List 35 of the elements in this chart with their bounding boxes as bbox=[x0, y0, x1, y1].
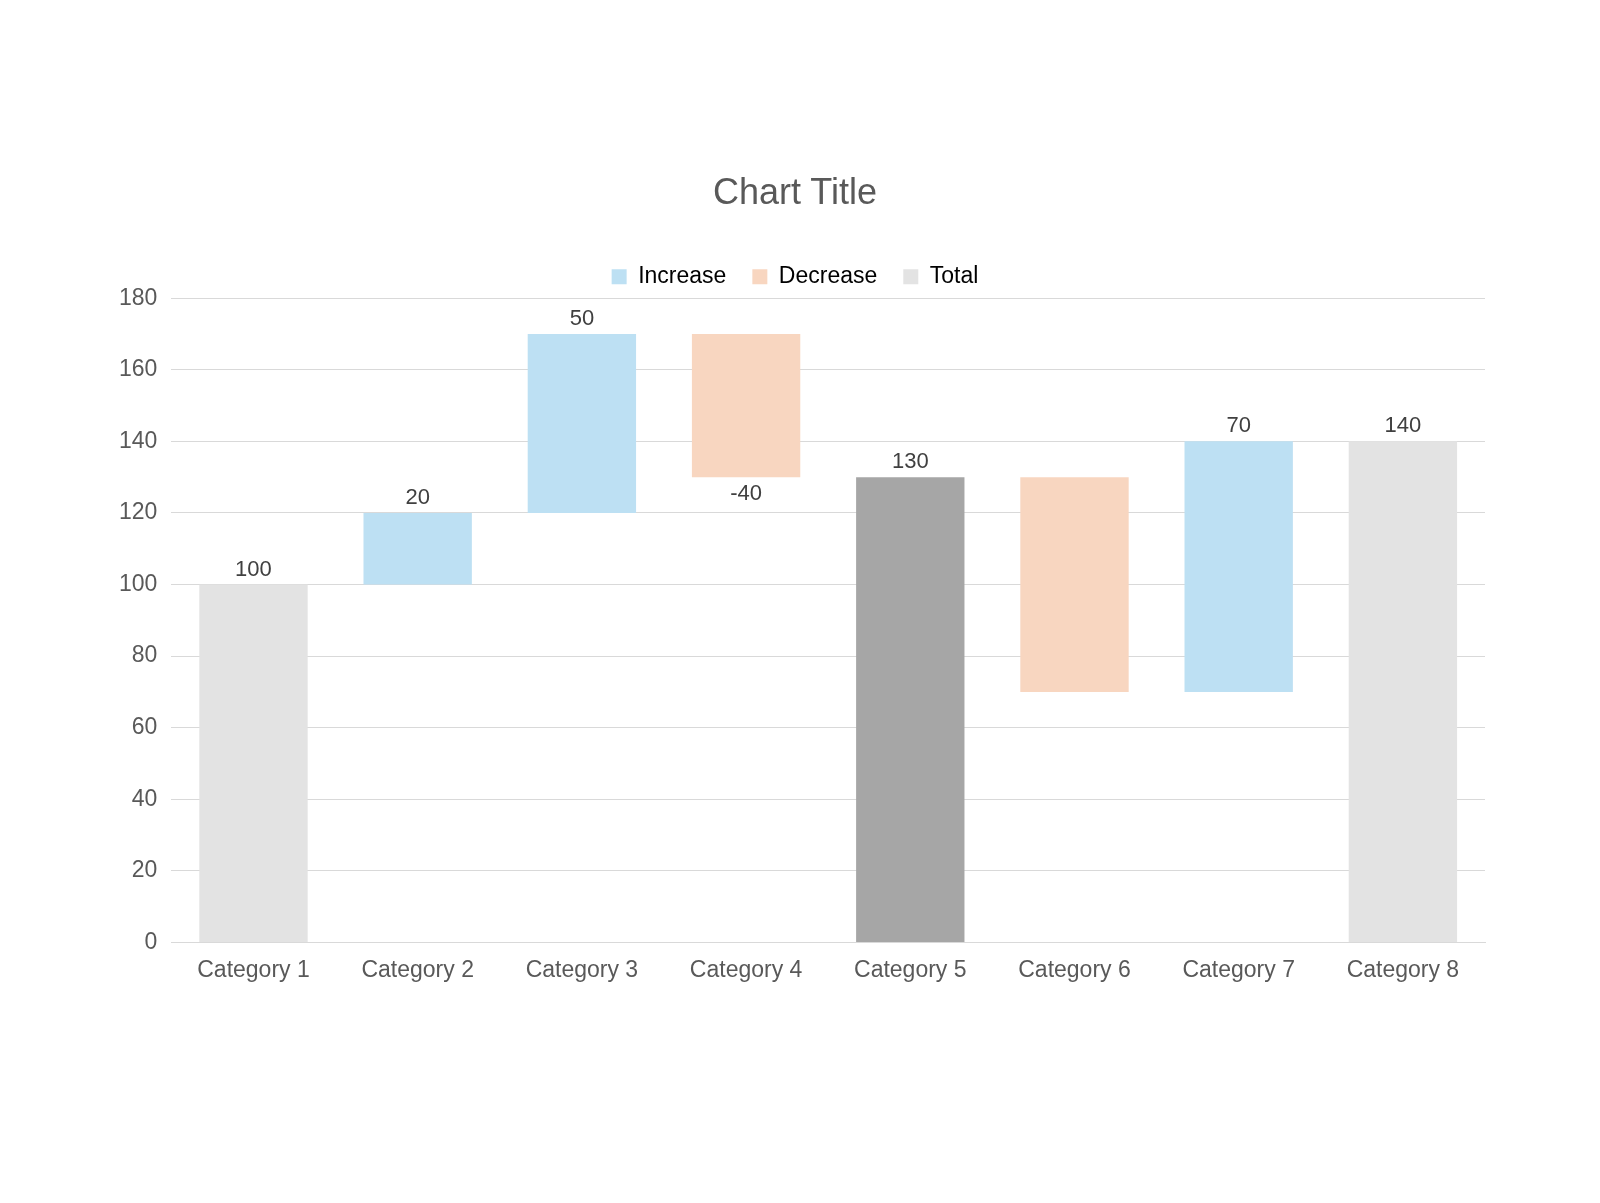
text: -40 bbox=[730, 480, 762, 506]
x-tick-label: Category 6 bbox=[1018, 955, 1131, 982]
bar bbox=[856, 477, 965, 942]
y-tick-label: 160 bbox=[119, 355, 158, 382]
bar bbox=[1184, 441, 1293, 692]
bar bbox=[691, 333, 801, 478]
x-tick-label: Category 8 bbox=[1346, 955, 1460, 982]
legend-label: Decrease bbox=[778, 262, 878, 289]
text: 70 bbox=[1226, 412, 1251, 438]
x-tick-label: Category 7 bbox=[1182, 955, 1295, 982]
y-tick-label: 20 bbox=[131, 856, 158, 883]
bar bbox=[363, 512, 472, 585]
y-tick-label: 140 bbox=[119, 426, 158, 453]
x-tick-label: Category 5 bbox=[854, 955, 967, 982]
bar bbox=[527, 333, 637, 513]
x-tick-label: Category 2 bbox=[361, 955, 474, 982]
y-tick-label: 100 bbox=[119, 569, 158, 596]
y-tick-label: 180 bbox=[119, 283, 158, 310]
y-tick-label: 40 bbox=[131, 784, 158, 811]
legend-label: Increase bbox=[638, 262, 727, 289]
text: 100 bbox=[235, 555, 272, 581]
text: 50 bbox=[569, 305, 595, 331]
y-tick-label: 60 bbox=[131, 713, 158, 740]
text: 20 bbox=[405, 484, 430, 509]
y-tick-label: 120 bbox=[119, 498, 158, 525]
y-tick-label: 0 bbox=[144, 927, 158, 954]
x-tick-label: Category 1 bbox=[197, 955, 310, 982]
text: 140 bbox=[1384, 412, 1422, 438]
legend-label: Total bbox=[929, 262, 979, 289]
x-tick-label: Category 3 bbox=[525, 955, 639, 982]
y-tick-label: 80 bbox=[131, 641, 158, 668]
text: 130 bbox=[891, 448, 929, 474]
bar bbox=[1020, 477, 1129, 692]
x-tick-label: Category 4 bbox=[689, 955, 803, 982]
chart-title: Chart Title bbox=[712, 170, 878, 212]
